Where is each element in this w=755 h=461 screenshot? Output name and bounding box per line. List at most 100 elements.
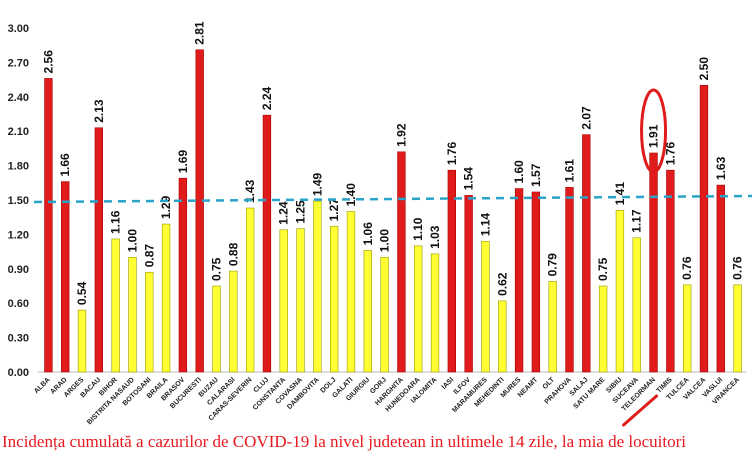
data-label: 1.57	[529, 163, 543, 187]
data-label: 1.03	[428, 225, 442, 249]
data-label: 2.13	[92, 99, 106, 123]
bar	[565, 187, 574, 373]
bar	[128, 257, 137, 373]
data-label: 0.54	[75, 281, 89, 305]
y-tick-label: 0.60	[8, 298, 29, 310]
bar	[632, 237, 641, 373]
bar	[44, 78, 53, 373]
bar	[464, 195, 473, 373]
data-label: 1.17	[630, 209, 644, 233]
y-tick-label: 0.00	[8, 367, 29, 379]
data-label: 1.27	[327, 198, 341, 222]
bar	[346, 211, 356, 373]
y-tick-label: 0.90	[8, 264, 29, 276]
data-label: 1.00	[125, 229, 139, 253]
bar	[363, 250, 372, 373]
y-tick-label: 1.20	[8, 229, 29, 241]
data-label: 1.00	[378, 229, 392, 253]
bar	[397, 151, 406, 373]
bar	[279, 229, 288, 373]
data-label: 1.61	[563, 159, 577, 183]
bar	[666, 169, 675, 373]
data-label: 0.76	[731, 256, 745, 280]
data-label: 1.14	[478, 213, 492, 237]
data-label: 1.54	[462, 167, 476, 191]
bar	[649, 152, 658, 373]
data-label: 1.49	[310, 172, 324, 196]
y-tick-label: 1.80	[8, 161, 29, 173]
bar	[414, 245, 423, 373]
x-tick-label: IASI	[441, 376, 456, 391]
data-label: 1.91	[647, 124, 661, 148]
data-label: 0.75	[596, 257, 610, 281]
data-label: 1.25	[294, 200, 308, 224]
data-label: 1.41	[613, 182, 627, 206]
bar	[481, 240, 490, 373]
bar	[598, 285, 608, 373]
y-tick-label: 3.00	[8, 23, 29, 35]
data-label: 0.79	[546, 253, 560, 277]
bar	[733, 284, 742, 373]
data-label: 1.43	[243, 179, 257, 203]
data-label: 0.88	[226, 242, 240, 266]
bar	[514, 188, 524, 373]
bar	[77, 309, 87, 373]
y-tick-label: 2.10	[8, 126, 29, 138]
data-label: 0.76	[680, 256, 694, 280]
data-label: 2.50	[697, 57, 711, 81]
data-label: 1.29	[159, 195, 173, 219]
data-label: 1.16	[109, 210, 123, 234]
bar	[582, 134, 591, 373]
bar	[330, 226, 339, 373]
chart-title: Incidența cumulată a cazurilor de COVID-…	[2, 432, 687, 451]
bar	[380, 257, 389, 373]
data-label: 1.24	[277, 201, 291, 225]
bar	[262, 114, 272, 373]
bar	[498, 300, 507, 373]
data-label: 1.06	[361, 222, 375, 246]
y-tick-label: 0.30	[8, 333, 29, 345]
data-label: 1.40	[344, 183, 358, 207]
data-label: 1.76	[445, 142, 459, 166]
bar	[699, 85, 709, 373]
bar	[447, 169, 456, 373]
bar	[195, 49, 204, 373]
bar	[430, 253, 440, 373]
bar	[296, 228, 305, 373]
bar	[245, 207, 255, 373]
bar	[229, 270, 238, 373]
x-tick-label: ALBA	[33, 376, 52, 395]
bar	[111, 238, 120, 373]
highlight-circle	[640, 88, 668, 174]
bar	[61, 181, 70, 373]
bar	[178, 177, 188, 373]
data-label: 1.76	[663, 142, 677, 166]
highlight-arrow	[622, 394, 659, 427]
data-label: 1.92	[394, 123, 408, 147]
bar	[145, 271, 154, 373]
data-label: 1.69	[176, 150, 190, 174]
y-tick-label: 1.50	[8, 195, 29, 207]
bar	[212, 285, 221, 373]
data-label: 2.24	[260, 86, 274, 110]
bar	[548, 281, 557, 373]
y-tick-label: 2.40	[8, 92, 29, 104]
data-label: 1.63	[714, 156, 728, 180]
bar	[161, 223, 171, 373]
y-tick-label: 2.70	[8, 57, 29, 69]
bar	[531, 191, 541, 373]
data-label: 2.56	[41, 50, 55, 74]
bar	[615, 210, 625, 373]
bar	[313, 200, 322, 373]
data-label: 1.10	[411, 217, 425, 241]
bar-chart: 0.00 0.30 0.60 0.90 1.20 1.50 1.80 2.10 2.40 2.70…	[8, 21, 753, 427]
bar	[94, 127, 103, 373]
data-label: 0.75	[210, 257, 224, 281]
data-label: 1.66	[58, 153, 72, 177]
bar	[716, 184, 725, 373]
data-label: 1.60	[512, 160, 526, 184]
threshold-line	[33, 194, 753, 204]
data-label: 0.87	[142, 244, 156, 268]
bar	[683, 284, 692, 373]
